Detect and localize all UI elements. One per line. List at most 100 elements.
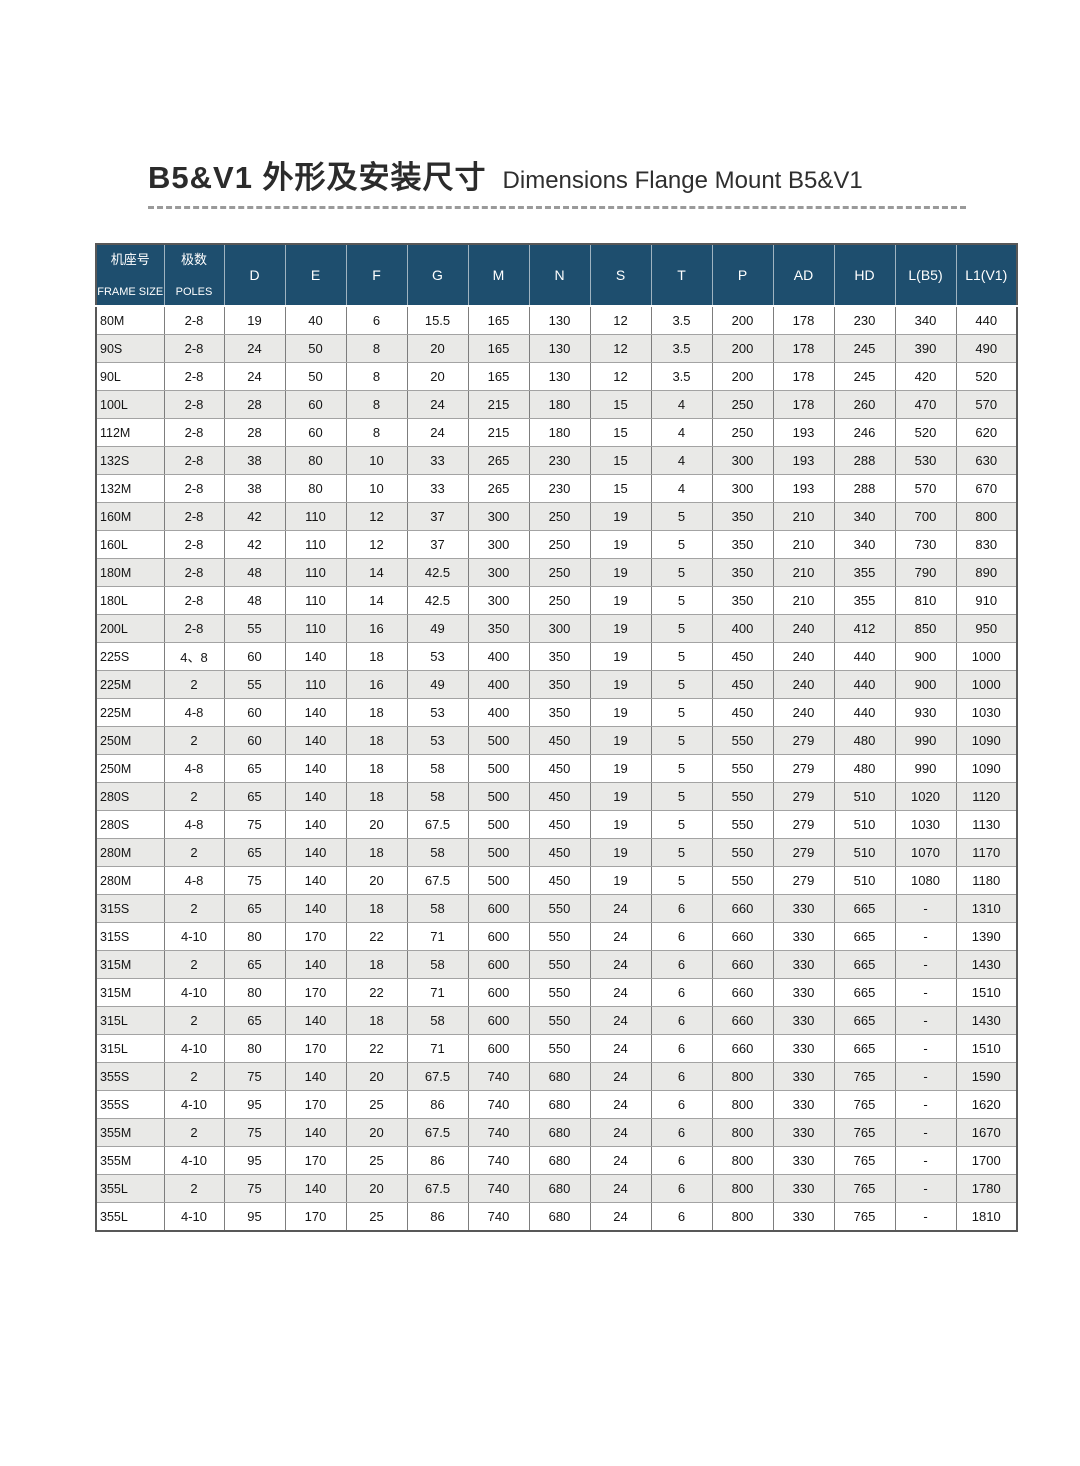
dimension-cell: 19 — [589, 670, 652, 699]
dimension-cell: 48 — [223, 558, 286, 587]
dimension-cell: 60 — [223, 726, 286, 755]
dimension-cell: 2-8 — [163, 390, 225, 419]
dimension-cell: 178 — [772, 362, 835, 391]
dimension-cell: 510 — [833, 838, 896, 867]
dimension-cell: 4-10 — [163, 1034, 225, 1063]
dimension-cell: 86 — [406, 1090, 469, 1119]
dimension-cell: 24 — [406, 418, 469, 447]
dimension-cell: 110 — [284, 614, 347, 643]
dimension-cell: 42.5 — [406, 558, 469, 587]
frame-size-cell: 355M — [95, 1118, 165, 1147]
dimension-cell: 110 — [284, 502, 347, 531]
dimension-cell: 900 — [894, 670, 957, 699]
dimension-cell: 178 — [772, 334, 835, 363]
dimension-cell: 50 — [284, 334, 347, 363]
dimension-cell: 8 — [345, 390, 408, 419]
dimension-cell: 65 — [223, 754, 286, 783]
dimension-cell: 279 — [772, 866, 835, 895]
dimension-cell: 665 — [833, 950, 896, 979]
dimension-cell: - — [894, 950, 957, 979]
dimension-cell: 230 — [528, 474, 591, 503]
dimension-cell: 215 — [467, 418, 530, 447]
dimension-cell: 330 — [772, 1062, 835, 1091]
dimension-cell: 53 — [406, 726, 469, 755]
dimension-cell: 765 — [833, 1090, 896, 1119]
dimension-cell: 810 — [894, 586, 957, 615]
dimension-cell: 250 — [528, 530, 591, 559]
frame-size-cell: 355S — [95, 1090, 165, 1119]
dimension-cell: 730 — [894, 530, 957, 559]
dimension-cell: 80 — [284, 474, 347, 503]
frame-size-cell: 80M — [95, 305, 165, 335]
dimension-cell: 24 — [589, 1062, 652, 1091]
dimension-cell: 25 — [345, 1146, 408, 1175]
dimension-cell: 2-8 — [163, 558, 225, 587]
dimension-cell: 330 — [772, 1034, 835, 1063]
dimension-cell: 680 — [528, 1062, 591, 1091]
dimension-cell: 16 — [345, 670, 408, 699]
dimension-cell: 330 — [772, 978, 835, 1007]
dimension-cell: 660 — [711, 978, 774, 1007]
dimension-cell: 170 — [284, 1034, 347, 1063]
dimension-cell: 240 — [772, 614, 835, 643]
dimension-cell: - — [894, 922, 957, 951]
table-row: 160L 2-8 42 110 12 37 300 250 19 5 350 210 340 730 830 — [95, 530, 1018, 559]
dimension-cell: 18 — [345, 642, 408, 671]
dimension-cell: 620 — [955, 418, 1018, 447]
dimension-cell: 6 — [650, 1090, 713, 1119]
dimension-cell: 33 — [406, 446, 469, 475]
dimension-cell: 330 — [772, 894, 835, 923]
dimension-cell: 19 — [589, 530, 652, 559]
table-row: 225M 2 55 110 16 49 400 350 19 5 450 240 440 900 1000 — [95, 670, 1018, 699]
dimension-cell: 1620 — [955, 1090, 1018, 1119]
dimension-cell: 350 — [711, 586, 774, 615]
dimension-cell: 24 — [589, 1174, 652, 1203]
dimension-cell: 400 — [467, 642, 530, 671]
dimension-cell: 450 — [528, 810, 591, 839]
dimension-cell: 350 — [528, 670, 591, 699]
dimension-cell: 86 — [406, 1146, 469, 1175]
dimension-cell: 55 — [223, 614, 286, 643]
dimension-cell: 14 — [345, 558, 408, 587]
dimension-cell: 1170 — [955, 838, 1018, 867]
dimension-cell: 19 — [589, 754, 652, 783]
column-header-poles: 极数 POLES — [163, 243, 225, 307]
dimension-cell: 20 — [345, 1062, 408, 1091]
frame-size-cell: 200L — [95, 614, 165, 643]
dimension-cell: 340 — [894, 305, 957, 335]
dimension-cell: 2 — [163, 950, 225, 979]
dimension-cell: 340 — [833, 530, 896, 559]
dimension-cell: 24 — [589, 1118, 652, 1147]
dimension-cell: 660 — [711, 1034, 774, 1063]
dimension-cell: 440 — [833, 642, 896, 671]
frame-size-cell: 180L — [95, 586, 165, 615]
dimension-cell: 240 — [772, 670, 835, 699]
dimension-cell: - — [894, 1006, 957, 1035]
dimension-cell: 4-10 — [163, 922, 225, 951]
dimension-cell: 80 — [223, 922, 286, 951]
dimension-cell: 71 — [406, 978, 469, 1007]
dimension-cell: 49 — [406, 670, 469, 699]
dimension-cell: 5 — [650, 726, 713, 755]
dimension-cell: 4-10 — [163, 1090, 225, 1119]
dimension-cell: 71 — [406, 1034, 469, 1063]
dimension-cell: 470 — [894, 390, 957, 419]
dimension-cell: 1590 — [955, 1062, 1018, 1091]
dimension-cell: 200 — [711, 362, 774, 391]
dimension-cell: 33 — [406, 474, 469, 503]
dimension-cell: 19 — [589, 614, 652, 643]
dimension-cell: 570 — [894, 474, 957, 503]
page-title: B5&V1 外形及安装尺寸 Dimensions Flange Mount B5&… — [148, 152, 863, 197]
dimension-cell: 193 — [772, 446, 835, 475]
dimension-cell: - — [894, 978, 957, 1007]
dimension-cell: 1430 — [955, 950, 1018, 979]
frame-size-cell: 90L — [95, 362, 165, 391]
dimension-cell: 279 — [772, 754, 835, 783]
dimension-cell: 40 — [284, 305, 347, 335]
dimension-cell: 500 — [467, 782, 530, 811]
dimension-cell: 65 — [223, 838, 286, 867]
table-row: 280M 2 65 140 18 58 500 450 19 5 550 279 510 1070 1170 — [95, 838, 1018, 867]
dimension-cell: 350 — [528, 642, 591, 671]
dimension-cell: 170 — [284, 1202, 347, 1232]
dimension-cell: 60 — [284, 390, 347, 419]
